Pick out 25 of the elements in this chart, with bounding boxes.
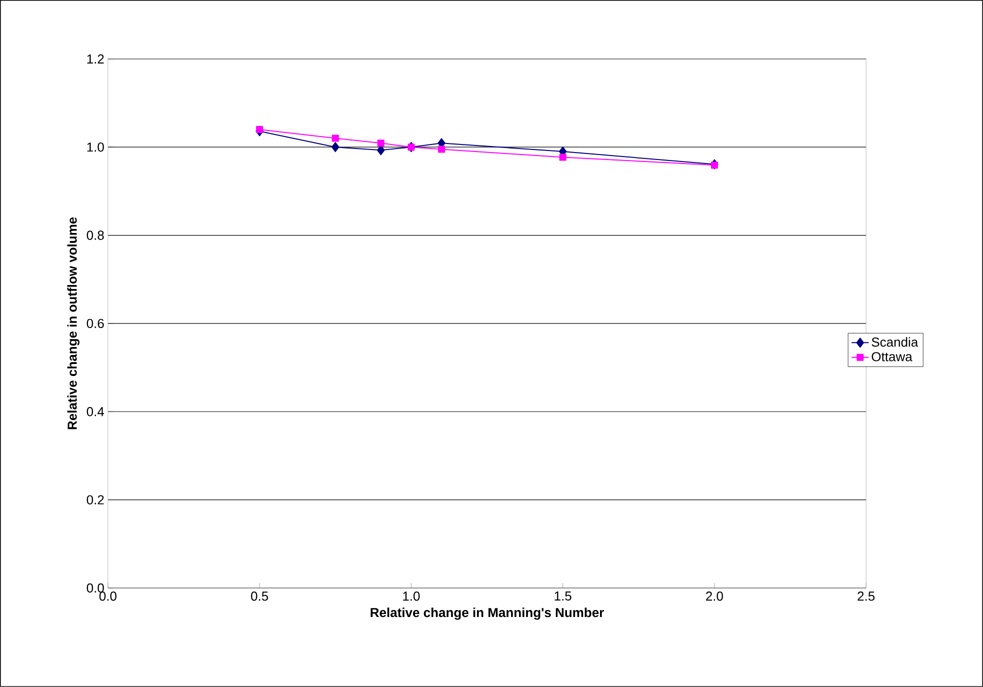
- point: [377, 140, 384, 147]
- x-tick-label: 2.0: [706, 592, 723, 601]
- x-tick-label: 2.5: [858, 592, 875, 601]
- x-tick-label: 0.0: [99, 592, 116, 601]
- point: [710, 162, 718, 169]
- legend-label: Ottawa: [872, 352, 912, 362]
- point: [331, 142, 340, 152]
- x-tick-label: 1.0: [403, 592, 420, 601]
- y-tick-label: 0.8: [86, 230, 104, 240]
- x-tick-label: 1.5: [554, 592, 572, 601]
- point: [376, 145, 385, 156]
- point: [559, 154, 566, 161]
- y-tick-label: 0.6: [86, 318, 104, 328]
- y-tick-label: 0.2: [86, 495, 104, 504]
- y-tick-label: 0.4: [86, 407, 104, 416]
- y-tick-label: 1.0: [87, 142, 104, 152]
- y-axis-title: Relative change in outflow volume: [67, 217, 80, 430]
- legend-label: Scandia: [872, 337, 918, 347]
- x-axis-title: Relative change in Manning's Number: [370, 608, 604, 620]
- point: [256, 126, 264, 133]
- point: [438, 146, 446, 153]
- x-tick-label: 0.5: [251, 592, 268, 601]
- y-tick-label: 1.2: [87, 54, 104, 64]
- point: [332, 134, 339, 142]
- y-tick-label: 0.0: [86, 583, 104, 593]
